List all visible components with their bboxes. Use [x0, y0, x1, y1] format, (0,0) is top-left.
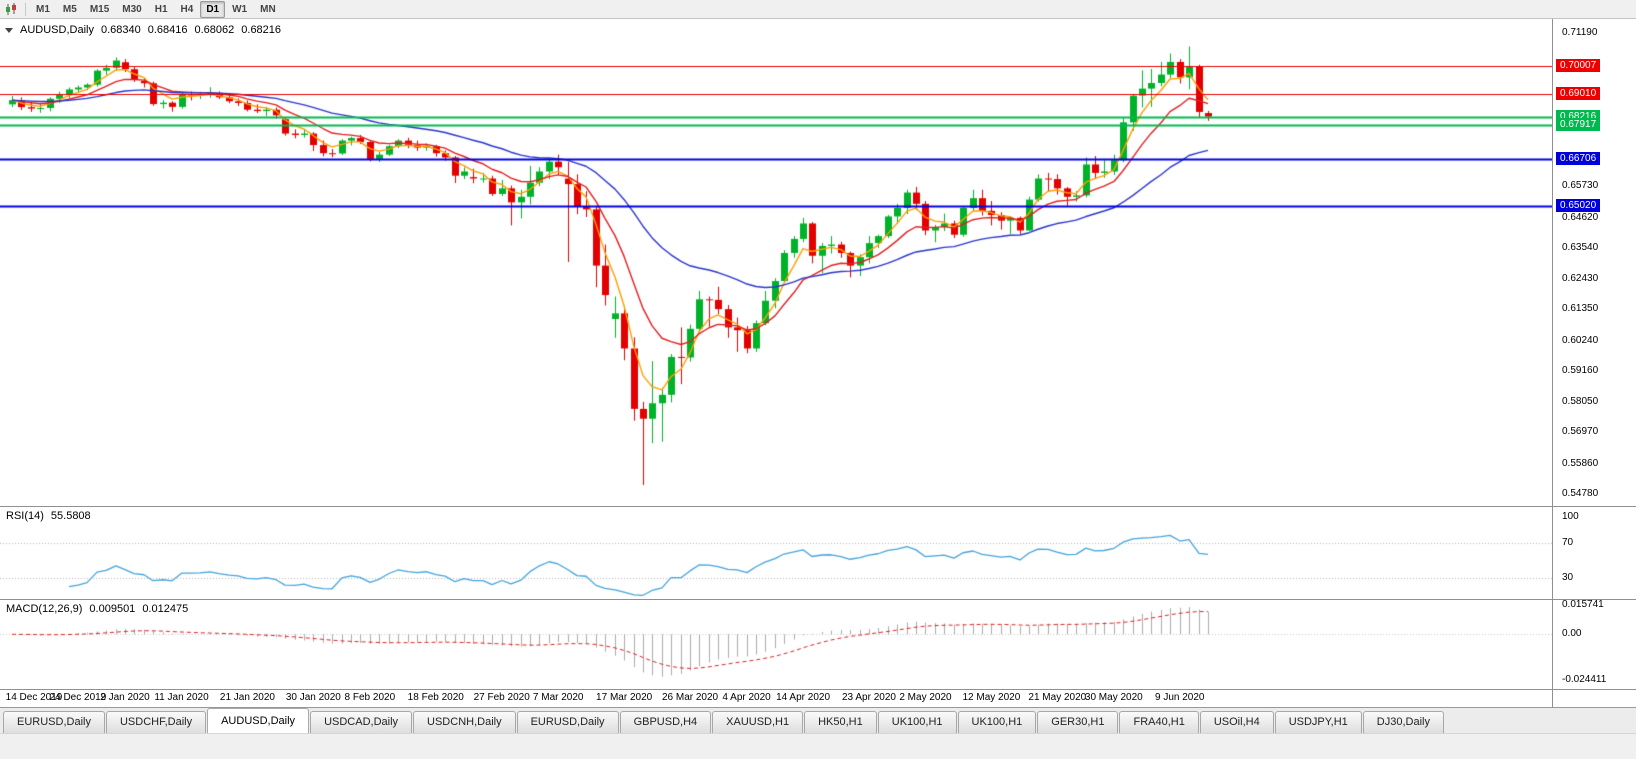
quote-low: 0.68062 — [194, 24, 235, 36]
macd-axis-label: 0.015741 — [1562, 599, 1604, 611]
quote-close: 0.68216 — [241, 24, 282, 36]
price-axis-label: 0.62430 — [1562, 273, 1599, 285]
rsi-axis-label: 30 — [1562, 572, 1574, 584]
chart-tab[interactable]: USDJPY,H1 — [1274, 711, 1362, 733]
price-axis[interactable]: 0.71190 0.65730 0.64620 0.63540 0.62430 0.613… — [1552, 19, 1636, 707]
symbol-marker-icon — [5, 27, 13, 33]
pane-separator — [0, 689, 1636, 690]
date-tick: 26 Mar 2020 — [661, 692, 719, 703]
macd-axis-label: -0.024411 — [1562, 673, 1607, 685]
timeframe-button-mn[interactable]: MN — [260, 3, 276, 15]
price-axis-label: 0.63540 — [1562, 241, 1599, 253]
date-tick: 8 Feb 2020 — [344, 692, 396, 703]
chart-tab[interactable]: HK50,H1 — [804, 711, 877, 733]
chart-quote-header: AUDUSD,Daily 0.68340 0.68416 0.68062 0.6… — [5, 24, 281, 36]
toolbar-separator — [25, 2, 26, 16]
timeframe-button-w1[interactable]: W1 — [232, 3, 248, 15]
price-axis-label: 0.56970 — [1562, 426, 1599, 438]
quote-high: 0.68416 — [147, 24, 188, 36]
rsi-axis-label: 100 — [1562, 511, 1579, 523]
chart-tab[interactable]: USDCHF,Daily — [105, 711, 207, 733]
date-tick: 17 Mar 2020 — [596, 692, 653, 703]
date-tick: 2 Jan 2020 — [100, 692, 150, 703]
chart-tab[interactable]: USOil,H4 — [1199, 711, 1274, 733]
price-line-badge[interactable]: 0.70007 — [1556, 59, 1601, 73]
price-line-badge[interactable]: 0.69010 — [1556, 87, 1601, 101]
timeframe-button-m15[interactable]: M15 — [89, 3, 110, 15]
date-tick: 18 Feb 2020 — [407, 692, 464, 703]
date-tick: 4 Apr 2020 — [722, 692, 771, 703]
price-line-badge[interactable]: 0.66706 — [1556, 151, 1601, 165]
rsi-name: RSI(14) — [6, 510, 44, 522]
price-axis-label: 0.71190 — [1562, 27, 1598, 38]
candlestick-chart-icon[interactable] — [3, 2, 19, 16]
quote-open: 0.68340 — [100, 24, 141, 36]
chart-tab[interactable]: USDCNH,Daily — [413, 711, 516, 733]
chart-tabs-bar: EURUSD,Daily USDCHF,Daily AUDUSD,Daily USDC… — [0, 707, 1636, 733]
chart-tab[interactable]: UK100,H1 — [877, 711, 957, 733]
macd-signal-value: 0.012475 — [142, 603, 189, 615]
date-tick: 7 Mar 2020 — [532, 692, 584, 703]
price-axis-label: 0.54780 — [1562, 488, 1599, 499]
macd-indicator-canvas[interactable] — [0, 600, 1552, 689]
rsi-indicator-canvas[interactable] — [0, 507, 1552, 599]
date-tick: 23 Apr 2020 — [842, 692, 896, 703]
chart-tab[interactable]: FRA40,H1 — [1119, 711, 1199, 733]
date-tick: 30 Jan 2020 — [285, 692, 341, 703]
price-axis-label: 0.61350 — [1562, 303, 1599, 315]
chart-symbol-period: AUDUSD,Daily — [20, 24, 94, 36]
chart-tab[interactable]: DJ30,Daily — [1362, 711, 1444, 733]
price-chart-canvas[interactable] — [0, 19, 1552, 506]
date-tick: 12 May 2020 — [962, 692, 1021, 703]
chart-tab[interactable]: UK100,H1 — [957, 711, 1037, 733]
rsi-axis-label: 70 — [1562, 537, 1574, 549]
rsi-label: RSI(14) 55.5808 — [6, 510, 91, 522]
timeframe-button-d1[interactable]: D1 — [200, 0, 226, 18]
timeframe-button-m1[interactable]: M1 — [36, 3, 50, 15]
timeframe-button-m5[interactable]: M5 — [62, 3, 77, 15]
pane-separator — [0, 599, 1636, 600]
time-axis[interactable]: 14 Dec 2019 24 Dec 2019 2 Jan 2020 11 Jan 2… — [0, 690, 1552, 707]
date-tick: 11 Jan 2020 — [154, 692, 209, 703]
date-tick: 9 Jun 2020 — [1154, 692, 1205, 703]
macd-axis-label: 0.00 — [1562, 628, 1582, 640]
timeframe-button-h1[interactable]: H1 — [154, 3, 168, 15]
chart-tab[interactable]: GBPUSD,H4 — [619, 711, 712, 733]
chart-tab[interactable]: EURUSD,Daily — [516, 711, 619, 733]
price-axis-label: 0.58050 — [1562, 396, 1599, 408]
date-tick: 24 Dec 2019 — [49, 692, 107, 703]
date-tick: 2 May 2020 — [899, 692, 952, 703]
timeframe-button-h4[interactable]: H4 — [180, 3, 194, 15]
chart-tab[interactable]: AUDUSD,Daily — [207, 708, 310, 733]
chart-tab[interactable]: GER30,H1 — [1037, 711, 1119, 733]
timeframe-buttons: M1 M5 M15 M30 H1 H4 D1 W1 MN — [30, 0, 282, 18]
price-axis-label: 0.60240 — [1562, 334, 1599, 346]
price-line-badge[interactable]: 0.67917 — [1556, 117, 1601, 131]
date-tick: 30 May 2020 — [1084, 692, 1143, 703]
price-axis-label: 0.65730 — [1562, 180, 1599, 192]
chart-tab[interactable]: EURUSD,Daily — [3, 711, 105, 733]
timeframe-toolbar: M1 M5 M15 M30 H1 H4 D1 W1 MN — [0, 0, 1636, 19]
price-axis-label: 0.59160 — [1562, 364, 1599, 376]
pane-separator — [0, 506, 1636, 507]
date-tick: 21 Jan 2020 — [219, 692, 275, 703]
date-tick: 21 May 2020 — [1028, 692, 1087, 703]
macd-main-value: 0.009501 — [89, 603, 136, 615]
chart-tab[interactable]: USDCAD,Daily — [310, 711, 413, 733]
date-tick: 27 Feb 2020 — [473, 692, 530, 703]
status-strip — [0, 733, 1636, 759]
timeframe-button-m30[interactable]: M30 — [122, 3, 142, 15]
date-tick: 14 Apr 2020 — [776, 692, 831, 703]
price-axis-label: 0.64620 — [1562, 211, 1599, 223]
price-axis-label: 0.55860 — [1562, 457, 1599, 469]
macd-label: MACD(12,26,9) 0.009501 0.012475 — [6, 603, 188, 615]
rsi-value: 55.5808 — [50, 510, 91, 522]
date-tick: 14 Dec 2019 — [5, 692, 63, 703]
chart-tab[interactable]: XAUUSD,H1 — [712, 711, 804, 733]
price-line-badge[interactable]: 0.65020 — [1556, 199, 1601, 213]
macd-name: MACD(12,26,9) — [6, 603, 83, 615]
